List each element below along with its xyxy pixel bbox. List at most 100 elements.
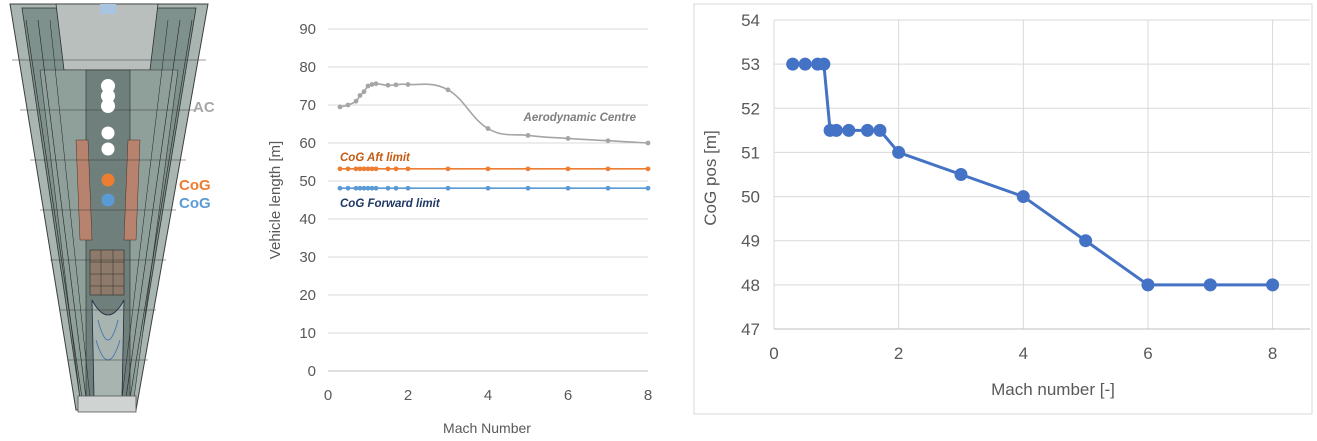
c1-point bbox=[373, 185, 379, 191]
c2-point bbox=[798, 57, 812, 71]
c1-point bbox=[645, 166, 651, 172]
c1-point bbox=[357, 166, 363, 172]
c1-x-tick-label: 0 bbox=[324, 387, 332, 404]
c2-point bbox=[873, 123, 887, 137]
c1-gridlines bbox=[328, 28, 648, 372]
c1-point bbox=[365, 185, 371, 191]
c1-point bbox=[373, 81, 379, 87]
c2-y-axis-title: CoG pos [m] bbox=[701, 130, 720, 225]
c1-point bbox=[361, 166, 367, 172]
c2-series bbox=[786, 57, 1280, 292]
c1-annotations: Aerodynamic Centre CoG Aft limit CoG Forwa… bbox=[340, 112, 637, 210]
c2-point bbox=[1141, 278, 1155, 292]
c1-point bbox=[385, 82, 391, 88]
c1-series-annotation: CoG Aft limit bbox=[340, 152, 411, 164]
c2-point bbox=[829, 123, 843, 137]
c1-point bbox=[393, 185, 399, 191]
c1-y-tick-label: 70 bbox=[299, 97, 316, 114]
c1-point bbox=[405, 82, 411, 87]
c2-point bbox=[1016, 190, 1030, 204]
c1-point bbox=[565, 166, 571, 172]
c1-point bbox=[565, 136, 571, 141]
cog-aft-label: CoG bbox=[179, 177, 211, 194]
c1-point bbox=[345, 185, 351, 191]
c1-series bbox=[337, 81, 651, 191]
c1-point bbox=[445, 87, 451, 93]
c2-x-tick-label: 0 bbox=[769, 344, 778, 363]
c1-point bbox=[353, 166, 359, 172]
c2-y-tick-label: 54 bbox=[741, 11, 760, 30]
c1-point bbox=[337, 185, 343, 191]
c1-point bbox=[445, 185, 451, 191]
c1-point bbox=[361, 89, 367, 95]
c1-point bbox=[337, 166, 343, 172]
c1-point bbox=[385, 185, 391, 191]
c2-x-tick-label: 8 bbox=[1268, 344, 1277, 363]
c1-point bbox=[365, 166, 371, 172]
c2-point bbox=[842, 123, 856, 137]
c1-point bbox=[369, 166, 375, 172]
c1-point bbox=[405, 166, 411, 172]
c1-point bbox=[353, 98, 359, 104]
c1-series-annotation: CoG Forward limit bbox=[340, 198, 441, 210]
c1-point bbox=[645, 140, 651, 146]
ac-label: AC bbox=[193, 99, 215, 116]
c1-y-tick-label: 90 bbox=[299, 21, 316, 38]
c1-point bbox=[345, 102, 351, 108]
c1-point bbox=[445, 166, 451, 172]
ac-marker bbox=[101, 89, 115, 103]
c1-y-tick-label: 80 bbox=[299, 59, 316, 76]
c1-point bbox=[345, 166, 351, 172]
ac-marker bbox=[101, 126, 115, 140]
c1-x-tick-label: 8 bbox=[644, 387, 652, 404]
cog-aft-marker bbox=[101, 173, 115, 187]
c1-point bbox=[353, 185, 359, 191]
c1-point bbox=[365, 83, 371, 89]
cog-position-chart: 47 48 49 50 51 52 53 54 0 2 4 6 8 Mach number [-] C… bbox=[693, 3, 1313, 415]
c1-point bbox=[525, 133, 531, 138]
c1-point bbox=[605, 166, 611, 172]
c1-point bbox=[373, 166, 379, 172]
c2-point bbox=[817, 57, 831, 71]
c1-point bbox=[485, 166, 491, 172]
c2-point bbox=[954, 168, 968, 181]
ac-marker bbox=[101, 99, 115, 113]
c2-x-axis-title: Mach number [-] bbox=[991, 380, 1115, 399]
c2-gridlines bbox=[773, 19, 1310, 330]
c1-y-tick-label: 40 bbox=[299, 211, 316, 228]
c1-x-tick-label: 4 bbox=[484, 387, 492, 404]
c2-y-tick-label: 49 bbox=[741, 232, 760, 251]
c2-point bbox=[1203, 278, 1217, 292]
c2-y-tick-label: 52 bbox=[741, 99, 760, 118]
vehicle-markers bbox=[101, 79, 115, 207]
vehicle-length-chart: 0 10 20 30 40 50 60 70 80 90 0 2 4 6 8 Aerodynamic Ce… bbox=[267, 21, 652, 436]
c1-point bbox=[357, 185, 363, 191]
c1-point bbox=[385, 166, 391, 172]
c1-x-tick-labels: 0 2 4 6 8 bbox=[324, 387, 652, 404]
c1-series-annotation: Aerodynamic Centre bbox=[523, 112, 637, 124]
c1-point bbox=[605, 138, 611, 144]
c2-y-tick-labels: 47 48 49 50 51 52 53 54 bbox=[741, 11, 760, 339]
c1-y-tick-labels: 0 10 20 30 40 50 60 70 80 90 bbox=[299, 21, 316, 380]
c1-x-tick-label: 2 bbox=[404, 387, 412, 404]
c1-y-tick-label: 10 bbox=[299, 325, 316, 342]
c1-point bbox=[645, 185, 651, 191]
c1-point bbox=[393, 166, 399, 172]
cog-forward-label: CoG bbox=[179, 195, 211, 212]
c2-x-tick-label: 6 bbox=[1143, 344, 1152, 363]
c1-point bbox=[337, 104, 343, 110]
c1-point bbox=[361, 185, 367, 191]
c1-y-tick-label: 60 bbox=[299, 135, 316, 152]
c2-y-tick-label: 53 bbox=[741, 55, 760, 74]
c1-y-tick-label: 50 bbox=[299, 173, 316, 190]
ac-marker bbox=[101, 142, 115, 156]
c1-y-tick-label: 30 bbox=[299, 249, 316, 266]
c2-x-tick-label: 4 bbox=[1019, 344, 1028, 363]
c2-point bbox=[892, 145, 906, 159]
c2-point bbox=[1266, 278, 1280, 292]
c1-point bbox=[405, 185, 411, 191]
c1-point bbox=[369, 185, 375, 191]
ac-marker bbox=[101, 79, 115, 93]
c1-point bbox=[525, 185, 531, 191]
c2-point bbox=[786, 57, 800, 71]
